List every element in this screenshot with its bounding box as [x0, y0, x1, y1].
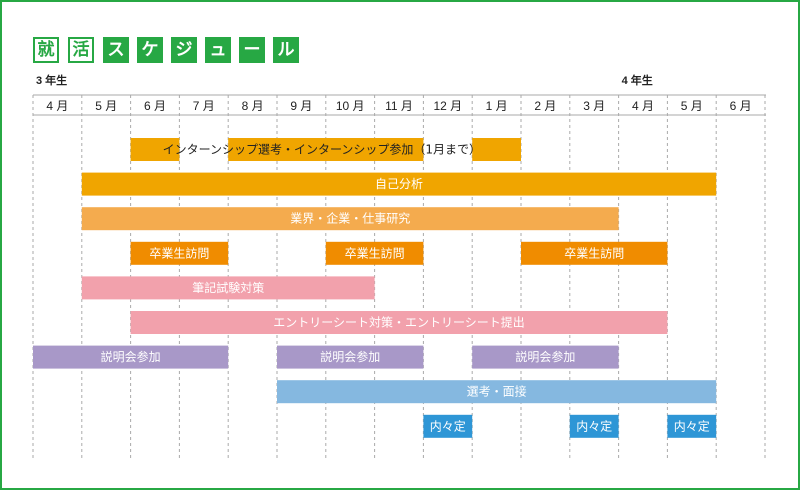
- month-label: 4 月: [46, 99, 68, 113]
- bar-label: 説明会参加: [515, 349, 575, 364]
- bar-segment: [569, 414, 619, 438]
- bar-segment: [667, 414, 717, 438]
- title-char: 活: [68, 37, 94, 63]
- month-label: 6 月: [144, 99, 166, 113]
- bar-label: 選考・面接: [467, 384, 527, 399]
- month-label: 6 月: [730, 99, 752, 113]
- month-label: 3 月: [583, 99, 605, 113]
- month-label: 5 月: [95, 99, 117, 113]
- bar-segment: [130, 241, 229, 265]
- bar-label: 内々定: [674, 418, 710, 433]
- bar-label: 内々定: [576, 418, 612, 433]
- year-label: 3 年生: [36, 73, 67, 87]
- bar-segment: [277, 345, 424, 369]
- year-label: 4 年生: [622, 73, 653, 87]
- bar-label: 説明会参加: [101, 349, 161, 364]
- bar-segment: [325, 241, 424, 265]
- title-char: ー: [239, 37, 265, 63]
- bar-label: 自己分析: [375, 177, 423, 191]
- bar-label: インターンシップ選考・インターンシップ参加（1月まで）: [163, 142, 481, 157]
- bar-label: 業界・企業・仕事研究: [290, 211, 410, 226]
- bar-segment: [521, 241, 668, 265]
- bar-segment: [228, 138, 424, 161]
- bar-segment: [81, 172, 717, 196]
- month-label: 4 月: [632, 99, 654, 113]
- bar-segment: [130, 138, 180, 161]
- title-char: ュ: [205, 37, 231, 63]
- month-label: 5 月: [681, 99, 703, 113]
- bar-segment: [81, 276, 375, 300]
- month-label: 9 月: [290, 99, 312, 113]
- month-label: 11 月: [385, 99, 413, 113]
- bar-label: 卒業生訪問: [345, 245, 405, 260]
- bar-segment: [472, 138, 521, 161]
- title-char: ジ: [171, 37, 197, 63]
- month-label: 10 月: [336, 99, 365, 113]
- bar-label: 卒業生訪問: [149, 245, 209, 260]
- bar-label: 内々定: [430, 418, 466, 433]
- month-label: 12 月: [433, 99, 462, 113]
- month-label: 8 月: [242, 99, 264, 113]
- bar-label: 筆記試験対策: [192, 280, 264, 295]
- bar-segment: [423, 414, 473, 438]
- month-label: 7 月: [193, 99, 215, 113]
- bar-label: 説明会参加: [320, 349, 380, 364]
- bar-segment: [81, 207, 619, 231]
- bar-segment: [130, 311, 668, 334]
- title-char: 就: [33, 37, 59, 63]
- title-char: ケ: [137, 37, 163, 63]
- month-label: 1 月: [486, 99, 508, 113]
- month-label: 2 月: [534, 99, 556, 113]
- bar-segment: [277, 380, 717, 404]
- bar-label: エントリーシート対策・エントリーシート提出: [273, 315, 525, 330]
- title-char: ル: [273, 37, 299, 63]
- bar-segment: [33, 345, 229, 369]
- bar-segment: [472, 345, 619, 369]
- title-char: ス: [103, 37, 129, 63]
- bar-label: 卒業生訪問: [564, 245, 624, 260]
